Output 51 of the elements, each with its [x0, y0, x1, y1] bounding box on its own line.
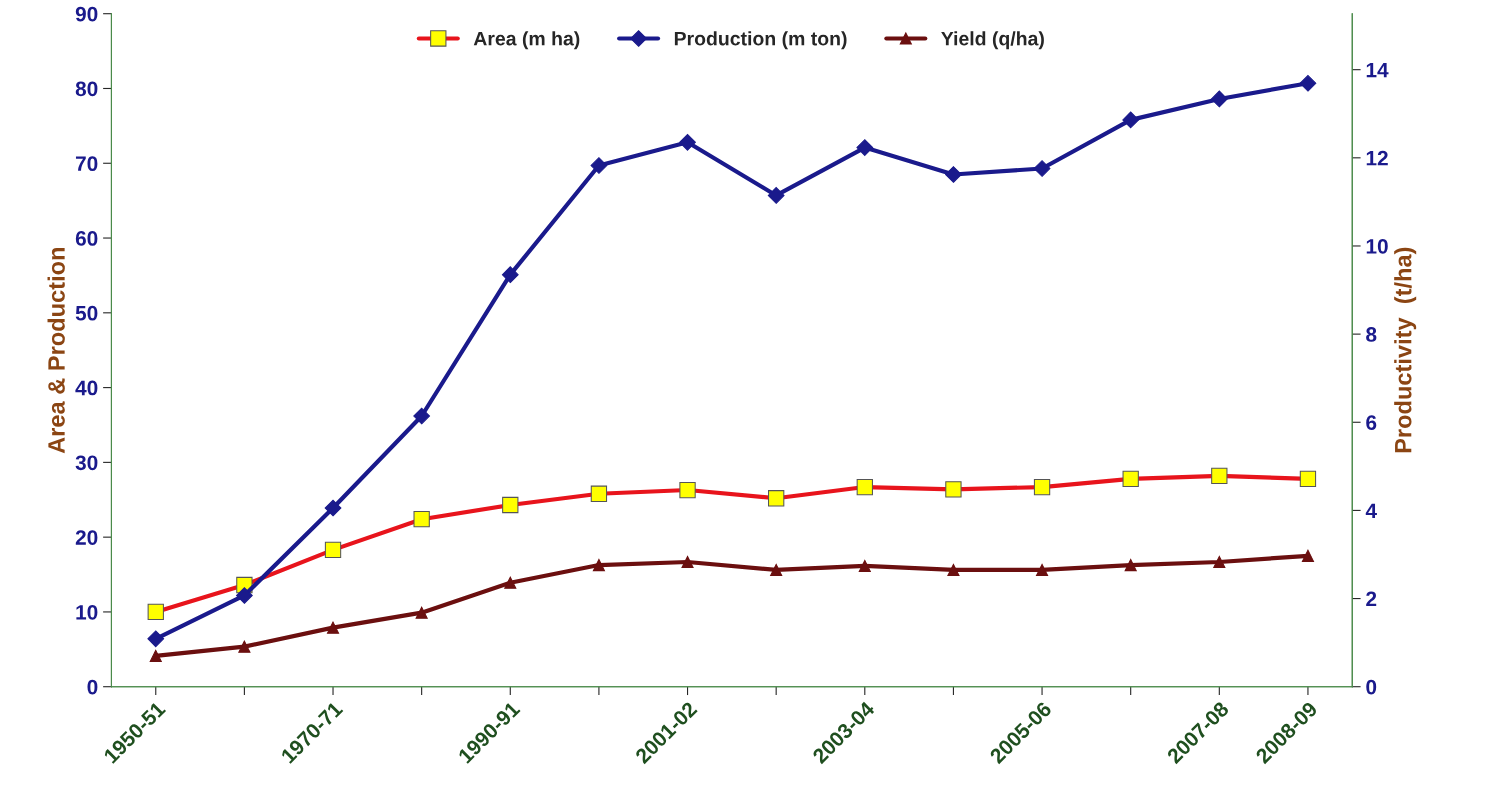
- y2-tick-label: 2: [1366, 591, 1377, 607]
- point: [1035, 563, 1049, 576]
- y-tick-label: 60: [75, 231, 98, 246]
- point: [947, 563, 960, 576]
- y-tick-label: 50: [75, 305, 98, 321]
- y2-tick-label: 12: [1366, 150, 1388, 166]
- y2-tick-label: 6: [1366, 415, 1377, 431]
- y2-tick-label: 10: [1366, 238, 1388, 254]
- y2-axis-title: Productivity (t/ha): [1394, 247, 1417, 453]
- legend-label: Area (m ha): [473, 31, 580, 50]
- y2-tick-label: 14: [1366, 62, 1389, 78]
- y2-tick-label: 4: [1365, 503, 1377, 518]
- point: [324, 499, 342, 517]
- legend-label: Yield (q/ha): [941, 31, 1044, 50]
- point: [1124, 558, 1137, 572]
- point: [1122, 111, 1140, 129]
- point: [858, 559, 871, 573]
- y-tick-label: 40: [75, 380, 98, 396]
- y-tick-label: 10: [76, 604, 98, 620]
- point: [592, 558, 605, 572]
- point: [1299, 74, 1317, 92]
- point: [501, 266, 519, 284]
- point: [415, 606, 428, 619]
- point: [681, 555, 694, 569]
- point: [149, 649, 162, 662]
- legend-label: Production (m ton): [674, 31, 847, 50]
- point: [767, 187, 785, 204]
- point: [504, 576, 517, 589]
- y-tick-label: 0: [87, 679, 98, 695]
- y2-tick-label: 8: [1366, 327, 1377, 342]
- point: [326, 621, 340, 634]
- point: [1213, 555, 1226, 569]
- y-tick-label: 20: [75, 530, 98, 545]
- point: [679, 133, 696, 151]
- point: [1033, 160, 1051, 177]
- point: [1301, 549, 1315, 562]
- point: [147, 630, 165, 648]
- point: [770, 563, 783, 576]
- y-tick-label: 90: [75, 6, 98, 22]
- point: [856, 139, 874, 156]
- point: [590, 157, 608, 174]
- y-axis-title: Area & Production: [47, 248, 65, 454]
- point: [238, 640, 251, 653]
- y-tick-label: 70: [75, 156, 98, 172]
- point: [945, 166, 962, 183]
- point: [1210, 90, 1228, 108]
- y-tick-label: 30: [75, 455, 98, 471]
- y-tick-label: 80: [75, 81, 98, 97]
- point: [413, 407, 431, 425]
- point: [236, 587, 253, 604]
- y2-tick-label: 0: [1366, 679, 1377, 695]
